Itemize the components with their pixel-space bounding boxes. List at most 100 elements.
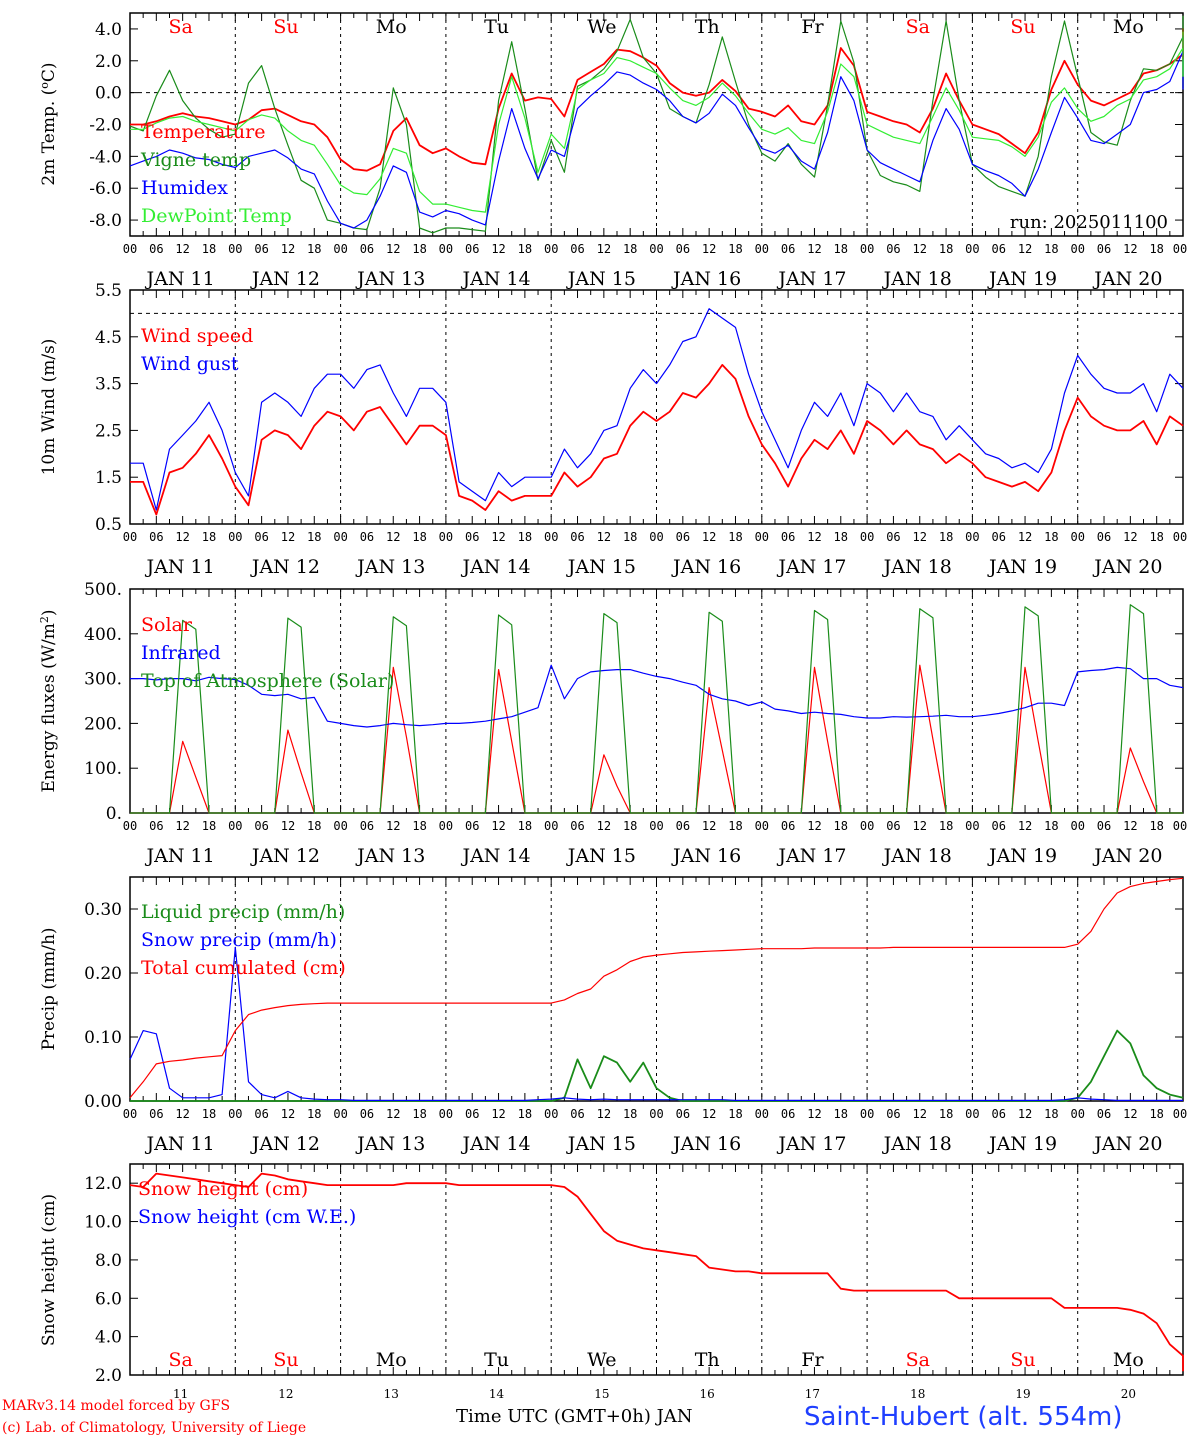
panel-1: 4.0 2.0 0.0 -2.0 -4.0 -6.0 -8.0 2m Temp. (oC) Te… <box>38 12 1187 290</box>
hour-tick-label: 18 <box>307 530 321 544</box>
hour-tick-label: 06 <box>991 819 1005 833</box>
hour-tick-label: 12 <box>807 819 821 833</box>
day-label: JAN 13 <box>355 1133 425 1155</box>
hour-tick-label: 12 <box>1018 1107 1032 1121</box>
day-label: JAN 11 <box>145 556 215 578</box>
weekday-label: Mo <box>376 16 407 38</box>
hour-tick-label: 00 <box>1070 242 1084 256</box>
day-number-label: 19 <box>1015 1387 1030 1401</box>
y-tick-label: -4.0 <box>89 147 122 167</box>
hour-tick-label: 06 <box>254 530 268 544</box>
y-axis-label: 10m Wind (m/s) <box>39 339 59 476</box>
hour-tick-label: 12 <box>386 819 400 833</box>
y-tick-label: 6.0 <box>95 1289 122 1309</box>
y-tick-label: 0.00 <box>84 1092 122 1112</box>
day-label: JAN 16 <box>671 1133 741 1155</box>
day-label: JAN 17 <box>776 1133 846 1155</box>
day-label: JAN 16 <box>671 845 741 867</box>
hour-tick-label: 06 <box>886 1107 900 1121</box>
hour-tick-label: 18 <box>202 530 216 544</box>
day-label: JAN 14 <box>460 556 530 578</box>
day-label: JAN 18 <box>882 845 952 867</box>
hour-tick-label: 18 <box>1044 819 1058 833</box>
legend-entry: Solar <box>141 614 193 636</box>
hour-tick-label: 06 <box>465 1107 479 1121</box>
hour-tick-label: 06 <box>360 530 374 544</box>
legend-entry: Snow height (cm) <box>138 1178 308 1200</box>
hour-tick-label: 12 <box>281 530 295 544</box>
hour-tick-label: 00 <box>544 1107 558 1121</box>
hour-tick-label: 18 <box>728 1107 742 1121</box>
weekday-label: Mo <box>1113 1349 1144 1371</box>
hour-tick-label: 00 <box>649 242 663 256</box>
hour-tick-label: 06 <box>886 819 900 833</box>
day-number-label: 18 <box>910 1387 925 1401</box>
weekday-label: Su <box>1010 1349 1035 1371</box>
y-tick-label: 10.0 <box>84 1213 122 1233</box>
day-label: JAN 20 <box>1092 1133 1162 1155</box>
day-label: JAN 17 <box>776 845 846 867</box>
y-tick-label: 0.30 <box>84 900 122 920</box>
hour-tick-label: 12 <box>491 819 505 833</box>
hour-tick-label: 18 <box>939 1107 953 1121</box>
hour-tick-label: 06 <box>676 1107 690 1121</box>
day-label: JAN 13 <box>355 556 425 578</box>
hour-tick-label: 06 <box>781 530 795 544</box>
hour-tick-label: 06 <box>676 242 690 256</box>
hour-tick-label: 12 <box>386 530 400 544</box>
weekday-label: Sa <box>168 16 192 38</box>
hour-tick-label: 18 <box>623 819 637 833</box>
legend-entry: Total cumulated (cm) <box>141 957 346 979</box>
hour-tick-label: 12 <box>175 242 189 256</box>
hour-tick-label: 12 <box>913 242 927 256</box>
hour-tick-label: 00 <box>755 819 769 833</box>
hour-tick-label: 12 <box>386 1107 400 1121</box>
weekday-label: Th <box>695 16 720 38</box>
weekday-label: We <box>587 16 616 38</box>
hour-tick-label: 18 <box>939 530 953 544</box>
y-tick-label: 300. <box>84 670 122 690</box>
hour-tick-label: 12 <box>1018 530 1032 544</box>
series-line-4 <box>130 31 1184 213</box>
series-line-2 <box>129 946 1183 1102</box>
y-tick-label: 1.5 <box>95 468 122 488</box>
hour-tick-label: 06 <box>991 1107 1005 1121</box>
hour-tick-label: 00 <box>439 242 453 256</box>
panel-3: 500. 400. 300. 200. 100. 0. Energy fluxes (W/m… <box>38 580 1188 867</box>
hour-tick-label: 06 <box>781 819 795 833</box>
hour-tick-label: 00 <box>1173 1107 1187 1121</box>
weekday-label: Sa <box>906 1349 930 1371</box>
y-tick-label: 100. <box>84 759 122 779</box>
hour-tick-label: 00 <box>228 819 242 833</box>
hour-tick-label: 06 <box>254 819 268 833</box>
hour-tick-label: 18 <box>728 819 742 833</box>
day-label: JAN 16 <box>671 556 741 578</box>
hour-tick-label: 00 <box>649 530 663 544</box>
hour-tick-label: 18 <box>307 242 321 256</box>
hour-tick-label: 06 <box>360 242 374 256</box>
y-axis-label: Snow height (cm) <box>39 1194 59 1346</box>
hour-tick-label: 18 <box>623 1107 637 1121</box>
hour-tick-label: 00 <box>1070 530 1084 544</box>
hour-tick-label: 18 <box>1149 1107 1163 1121</box>
hour-tick-label: 18 <box>518 530 532 544</box>
hour-tick-label: 18 <box>518 819 532 833</box>
hour-tick-label: 00 <box>544 819 558 833</box>
day-label: JAN 12 <box>250 556 320 578</box>
hour-tick-label: 18 <box>1149 819 1163 833</box>
hour-tick-label: 12 <box>597 1107 611 1121</box>
day-label: JAN 15 <box>566 1133 636 1155</box>
day-number-label: 17 <box>805 1387 820 1401</box>
hour-tick-label: 00 <box>965 819 979 833</box>
hour-tick-label: 06 <box>570 819 584 833</box>
weekday-label: Mo <box>1113 16 1144 38</box>
day-label: JAN 14 <box>460 1133 530 1155</box>
weekday-label: Mo <box>376 1349 407 1371</box>
hour-tick-label: 18 <box>307 1107 321 1121</box>
y-tick-label: 500. <box>84 580 122 600</box>
hour-tick-label: 06 <box>360 819 374 833</box>
hour-tick-label: 06 <box>991 242 1005 256</box>
hour-tick-label: 00 <box>965 242 979 256</box>
hour-tick-label: 00 <box>228 242 242 256</box>
